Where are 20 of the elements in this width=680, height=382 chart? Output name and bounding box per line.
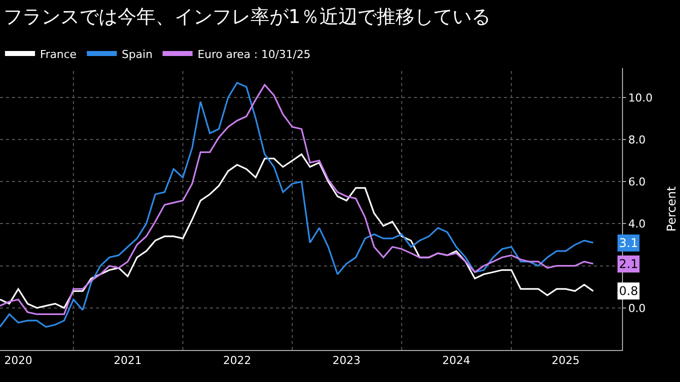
x-tick-label: 2022: [223, 354, 252, 368]
y-axis-title: Percent: [664, 186, 679, 232]
y-tick-label: 0.0: [628, 302, 646, 315]
x-tick-label: 2025: [552, 354, 580, 368]
legend-label: Euro area : 10/31/25: [198, 48, 311, 61]
y-tick-label: 6.0: [628, 175, 646, 188]
x-tick-label: 2024: [442, 354, 470, 368]
y-tick-label: 10.0: [628, 91, 653, 104]
legend-label: Spain: [122, 48, 153, 61]
annotation: 0.8: [619, 284, 638, 298]
legend-label: France: [40, 48, 77, 61]
annotation: 3.1: [619, 236, 638, 250]
annotation: 2.1: [619, 257, 638, 271]
y-tick-label: 4.0: [628, 218, 646, 231]
line-series: [0, 153, 594, 309]
y-tick-label: 8.0: [628, 133, 646, 146]
chart-title: フランスでは今年、インフレ率が1％近辺で推移している: [3, 6, 490, 28]
x-tick-label: 2023: [332, 354, 361, 368]
x-tick-label: 2020: [4, 354, 32, 368]
x-tick-label: 2021: [114, 354, 142, 368]
